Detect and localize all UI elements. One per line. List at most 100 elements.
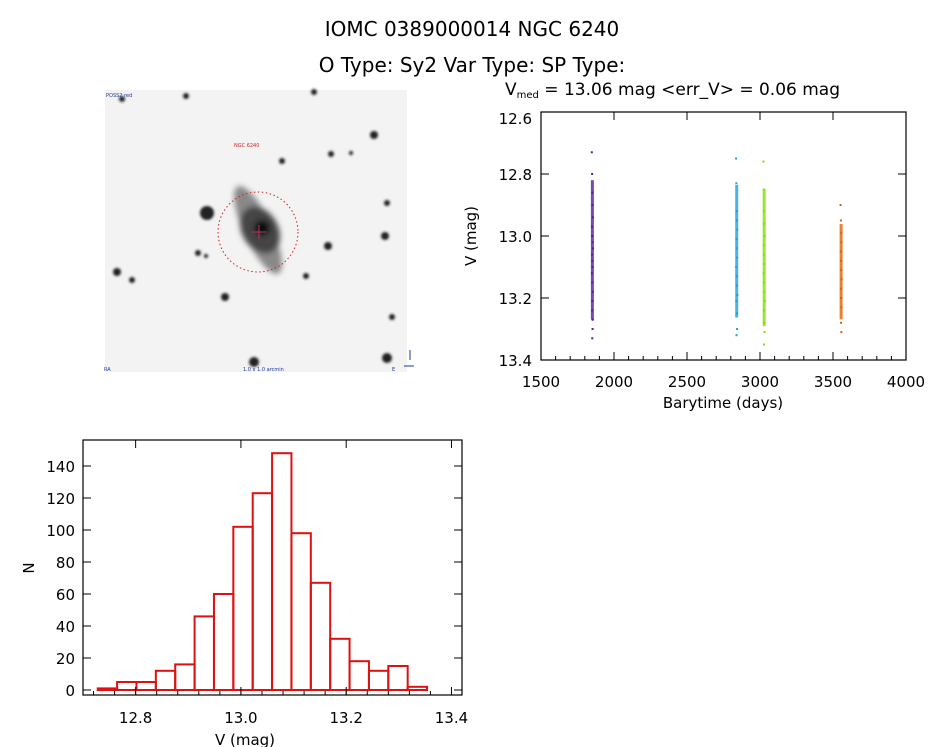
- target-label: NGC 6240: [234, 143, 259, 149]
- lc-ytick-label: 12.6: [499, 110, 532, 128]
- hist-bar: [193, 615, 215, 692]
- hist-bar: [406, 685, 429, 691]
- lc-xtick-label: 4000: [887, 373, 925, 391]
- hist-ytick-label: 100: [46, 522, 75, 540]
- compass-icon: [404, 350, 414, 367]
- lc-frame: [540, 111, 907, 361]
- hist-xtick-label: 12.8: [119, 709, 152, 727]
- hist-bar: [212, 593, 235, 691]
- hist-bar: [251, 492, 274, 692]
- lc-xtick-label: 2500: [668, 373, 706, 391]
- lc-ytick-label: 13.4: [499, 352, 532, 370]
- sky-image: POSS2 red NGC 6240 1.0 x 1.0 arcmin RA E: [104, 89, 414, 373]
- star: [303, 273, 309, 279]
- hist-ytick-label: 80: [56, 554, 75, 572]
- lc-point-cluster: [762, 189, 766, 327]
- lc-xtick-label: 1500: [522, 373, 560, 391]
- lc-point: [839, 204, 842, 206]
- star: [328, 151, 334, 157]
- hist-xtick-label: 13.4: [435, 709, 468, 727]
- lc-xlabel: Barytime (days): [663, 394, 783, 412]
- star: [119, 96, 125, 102]
- lc-point: [591, 173, 594, 175]
- hist-ytick-label: 120: [46, 490, 75, 508]
- star: [324, 242, 332, 250]
- hist-bar: [329, 637, 351, 691]
- lc-point: [840, 331, 843, 334]
- star: [389, 314, 395, 320]
- light-curve-chart: Vmed = 13.06 mag <err_V> = 0.06 mag 1500…: [462, 80, 925, 412]
- star: [381, 232, 389, 240]
- lc-point: [763, 331, 766, 334]
- hist-bar: [387, 665, 409, 691]
- star: [204, 254, 208, 258]
- hist-bar: [290, 532, 312, 692]
- star: [349, 151, 353, 155]
- star: [384, 200, 390, 206]
- survey-label: POSS2 red: [106, 93, 132, 99]
- lc-title: Vmed = 13.06 mag <err_V> = 0.06 mag: [505, 80, 840, 101]
- hist-bar: [367, 669, 390, 691]
- hist-bar: [232, 525, 254, 691]
- lc-point: [591, 337, 594, 340]
- hist-bar: [135, 681, 157, 691]
- hist-bar: [96, 687, 119, 692]
- lc-point: [762, 160, 765, 163]
- hist-ytick-label: 60: [56, 586, 75, 604]
- lc-point-cluster: [839, 224, 843, 320]
- hist-ytick-label: 40: [56, 618, 75, 636]
- lc-xtick-label: 3500: [814, 373, 852, 391]
- hist-bar: [154, 669, 177, 691]
- hist-xtick-label: 13.2: [329, 709, 362, 727]
- lc-point: [839, 219, 842, 222]
- histogram-chart: 12.8 13.0 13.2 13.4 0 20 40 60 80 100 120 140 V (ma…: [20, 439, 468, 747]
- star: [183, 93, 189, 99]
- hist-xtick-label: 13.0: [224, 709, 257, 727]
- lc-ytick-label: 13.2: [499, 290, 532, 308]
- lc-point: [735, 182, 738, 185]
- page-subtitle: O Type: Sy2 Var Type: SP Type:: [318, 53, 626, 77]
- hist-bar: [116, 681, 138, 691]
- lc-point: [735, 334, 738, 337]
- lc-point: [762, 343, 765, 346]
- lc-ylabel: V (mag): [462, 206, 480, 266]
- hist-ytick-label: 0: [65, 682, 75, 700]
- star: [249, 357, 259, 367]
- star: [129, 277, 135, 283]
- star: [195, 250, 201, 256]
- hist-ytick-label: 20: [56, 650, 75, 668]
- hist-ytick-label: 140: [46, 458, 75, 476]
- lc-point: [735, 157, 738, 160]
- hist-bar: [348, 660, 370, 692]
- lc-point-cluster: [735, 185, 739, 318]
- crosshair-icon: [252, 225, 266, 239]
- page-title: IOMC 0389000014 NGC 6240: [324, 17, 620, 41]
- hist-bar: [174, 663, 196, 692]
- lc-ytick-label: 13.0: [499, 228, 532, 246]
- galaxy: [234, 186, 282, 274]
- star: [221, 293, 229, 301]
- star: [200, 206, 214, 220]
- lc-point: [736, 328, 739, 330]
- star: [370, 131, 378, 139]
- lc-point: [840, 321, 843, 324]
- hist-frame: [82, 439, 463, 696]
- star: [113, 268, 121, 276]
- lc-xtick-label: 3000: [741, 373, 779, 391]
- hist-ylabel: N: [20, 562, 38, 573]
- hist-bar: [271, 452, 293, 692]
- scale-label: 1.0 x 1.0 arcmin: [243, 367, 284, 373]
- star: [311, 89, 317, 95]
- lc-point: [591, 328, 594, 330]
- hist-bar: [309, 581, 332, 691]
- lc-point-cluster: [590, 180, 594, 320]
- aperture-circle: [217, 191, 299, 273]
- ra-label: RA: [104, 367, 111, 373]
- lc-ytick-label: 12.8: [499, 166, 532, 184]
- star: [382, 353, 392, 363]
- star: [279, 158, 285, 164]
- lc-point: [590, 151, 593, 154]
- hist-xlabel: V (mag): [215, 731, 275, 747]
- east-label: E: [392, 367, 395, 373]
